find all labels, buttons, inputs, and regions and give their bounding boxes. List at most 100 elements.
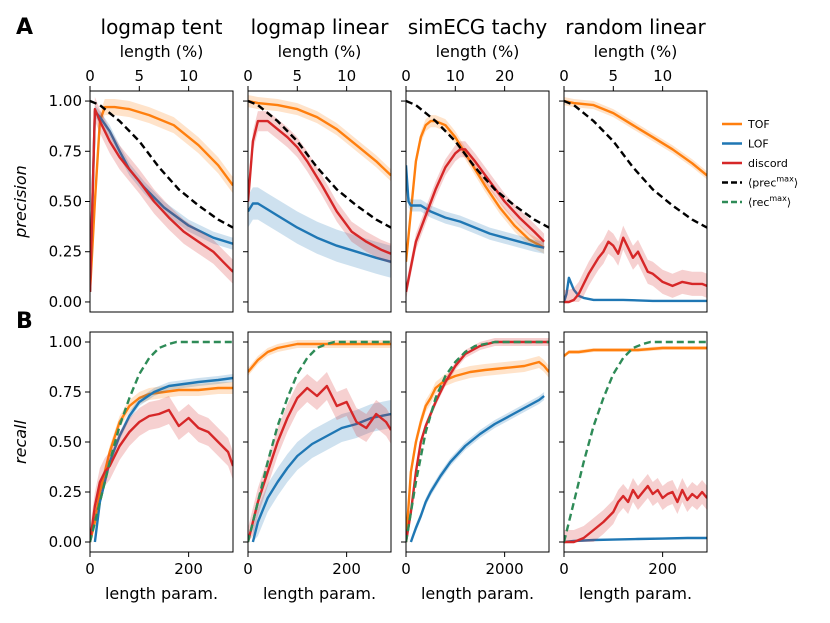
top-tick-label-precision-4-1: 5 [609, 67, 619, 85]
series-recmax-recall-3 [406, 340, 549, 543]
top-axis-label-precision-2: length (%) [278, 42, 362, 61]
ytick-label-recall-1-1: 0.25 [49, 483, 82, 501]
series-tof-recall-2 [248, 342, 391, 373]
series-tof-precision-4 [564, 99, 707, 177]
top-tick-label-precision-3-1: 10 [446, 67, 465, 85]
top-tick-label-precision-3-2: 20 [495, 67, 514, 85]
xlabel-recall-3: length param. [421, 584, 534, 603]
title-random-linear: random linear [565, 15, 706, 39]
title-logmap-linear: logmap linear [251, 15, 390, 39]
ytick-label-recall-1-2: 0.50 [49, 433, 82, 451]
series-tof-recall-3 [406, 360, 549, 543]
legend: TOF LOF discord ⟨precmax⟩ ⟨recmax⟩ [722, 118, 798, 209]
top-tick-label-precision-2-0: 0 [243, 67, 253, 85]
legend-label-discord: discord [748, 157, 788, 170]
top-axis-label-precision-1: length (%) [120, 42, 204, 61]
panel-recall-4: 0 200 length param. [559, 331, 708, 603]
band-discord-recall-1 [90, 396, 233, 542]
xtick-label-recall-3-0: 0 [401, 560, 411, 578]
band-tof-precision-1 [90, 99, 233, 300]
ytick-label-precision-1-2: 0.50 [49, 193, 82, 211]
top-tick-label-precision-1-2: 10 [179, 67, 198, 85]
series-discord-precision-2 [248, 119, 391, 255]
series-tof-precision-3 [406, 119, 545, 262]
ytick-label-recall-1-4: 1.00 [49, 333, 82, 351]
series-discord-precision-4 [564, 236, 707, 304]
xtick-label-recall-3-1: 2000 [486, 560, 524, 578]
ytick-label-precision-1-4: 1.00 [49, 92, 82, 110]
band-discord-precision-2 [248, 111, 391, 264]
band-tof-recall-3 [406, 356, 549, 542]
ytick-label-precision-1-1: 0.25 [49, 243, 82, 261]
top-tick-label-precision-2-1: 5 [293, 67, 303, 85]
xtick-label-recall-2-0: 0 [243, 560, 253, 578]
panel-recall-1: 0.00 0.25 0.50 0.75 1.00 0 200 length param. rec… [11, 331, 234, 603]
ytick-label-recall-1-0: 0.00 [49, 533, 82, 551]
band-lof-recall-2 [252, 400, 391, 542]
series-lof-recall-3 [409, 395, 545, 543]
panel-precision-1: 0.00 0.25 0.50 0.75 1.000 5 10 length (%) logmap… [11, 15, 234, 313]
ytick-label-precision-1-0: 0.00 [49, 293, 82, 311]
series-discord-recall-1 [90, 408, 233, 543]
top-tick-label-precision-3-0: 0 [401, 67, 411, 85]
ylabel-recall: recall [11, 419, 30, 463]
ylabel-precision: precision [11, 165, 30, 239]
series-recmax-recall-4 [564, 340, 707, 543]
top-axis-label-precision-3: length (%) [436, 42, 520, 61]
title-logmap-tent: logmap tent [101, 15, 223, 39]
panel-precision-2: 0 5 10 length (%) logmap linear [243, 15, 392, 313]
top-tick-label-precision-1-0: 0 [85, 67, 95, 85]
series-tof-precision-1 [90, 105, 233, 292]
top-tick-label-precision-1-1: 5 [135, 67, 145, 85]
ytick-label-recall-1-3: 0.75 [49, 383, 82, 401]
panel-precision-3: 0 10 20 length (%) simECG tachy [401, 15, 550, 313]
series-tof-recall-1 [90, 386, 233, 543]
top-tick-label-precision-2-2: 10 [337, 67, 356, 85]
band-discord-precision-4 [564, 225, 707, 302]
series-recmax-recall-1 [90, 340, 233, 543]
band-tof-precision-4 [564, 97, 707, 180]
xlabel-recall-1: length param. [105, 584, 218, 603]
series-discord-recall-4 [564, 484, 707, 544]
top-tick-label-precision-4-0: 0 [559, 67, 569, 85]
band-discord-recall-2 [248, 372, 391, 542]
top-tick-label-precision-4-2: 10 [653, 67, 672, 85]
series-tof-recall-4 [564, 346, 707, 357]
series-tof-precision-2 [248, 99, 391, 177]
xlabel-recall-4: length param. [579, 584, 692, 603]
series-discord-recall-2 [248, 384, 391, 543]
legend-label-recmax: ⟨recmax⟩ [748, 194, 791, 209]
band-lof-precision-1 [90, 105, 233, 298]
xtick-label-recall-2-1: 200 [332, 560, 361, 578]
legend-label-precmax: ⟨precmax⟩ [748, 175, 798, 190]
series-discord-precision-1 [90, 107, 233, 292]
panel-precision-4: 0 5 10 length (%) random linear [559, 15, 708, 313]
band-lof-precision-2 [248, 187, 391, 278]
series-precmax-precision-1 [90, 99, 233, 229]
panel-letter-b: B [16, 309, 33, 334]
series-recmax-recall-2 [248, 340, 391, 543]
xtick-label-recall-4-1: 200 [648, 560, 677, 578]
legend-label-lof: LOF [748, 138, 769, 151]
series-lof-precision-2 [248, 202, 391, 263]
top-axis-label-precision-4: length (%) [594, 42, 678, 61]
xtick-label-recall-1-1: 200 [174, 560, 203, 578]
series-discord-precision-3 [406, 148, 545, 293]
series-precmax-precision-4 [564, 99, 707, 229]
panel-recall-3: 0 2000 length param. [401, 331, 550, 603]
series-lof-precision-3 [406, 165, 545, 249]
panel-letter-a: A [16, 15, 33, 40]
xtick-label-recall-4-0: 0 [559, 560, 569, 578]
series-lof-precision-4 [564, 276, 707, 303]
ytick-label-precision-1-3: 0.75 [49, 142, 82, 160]
band-tof-recall-2 [248, 340, 391, 376]
series-precmax-precision-2 [248, 99, 391, 229]
axes-frame-recall-4 [563, 331, 708, 553]
legend-label-tof: TOF [747, 118, 770, 131]
band-discord-recall-4 [564, 474, 707, 542]
series-precmax-precision-3 [406, 99, 549, 229]
xtick-label-recall-1-0: 0 [85, 560, 95, 578]
xlabel-recall-2: length param. [263, 584, 376, 603]
band-discord-precision-1 [90, 97, 233, 302]
